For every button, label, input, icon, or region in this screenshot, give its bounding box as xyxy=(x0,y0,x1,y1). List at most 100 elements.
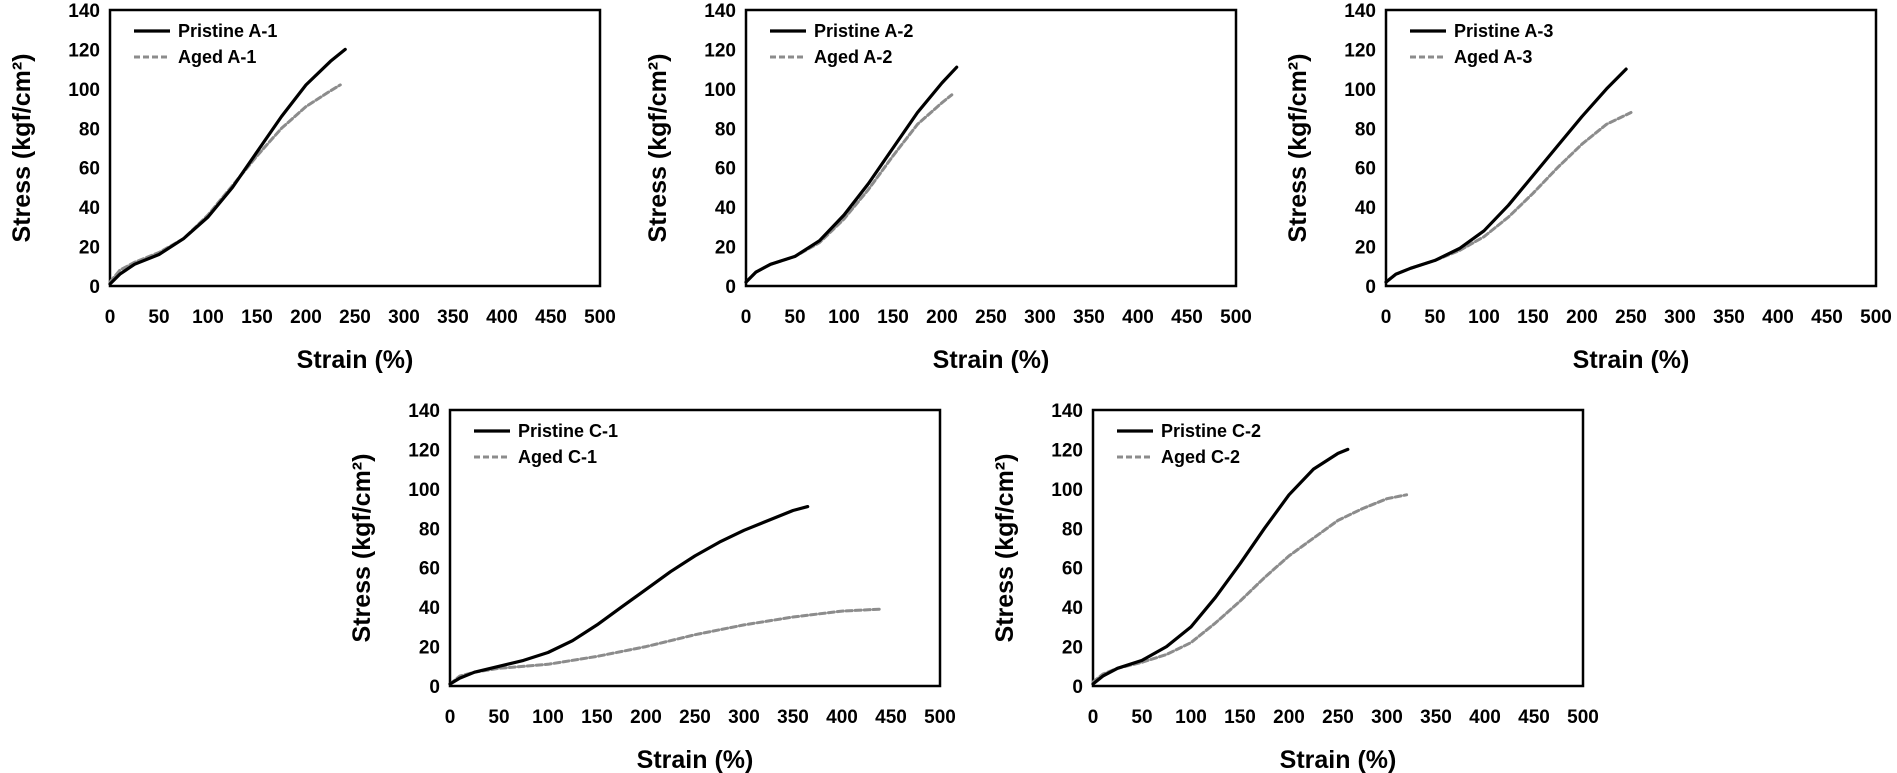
y-tick-label: 100 xyxy=(1051,480,1083,501)
series-line-pristine xyxy=(108,47,347,286)
y-tick-label: 20 xyxy=(419,638,440,659)
x-tick-label: 150 xyxy=(1224,707,1256,728)
y-tick-label: 40 xyxy=(1062,598,1083,619)
y-tick-label: 0 xyxy=(89,277,100,298)
x-tick-label: 50 xyxy=(148,307,169,328)
x-tick-label: 200 xyxy=(1566,307,1598,328)
x-tick-label: 250 xyxy=(679,707,711,728)
y-tick-label: 140 xyxy=(68,1,100,22)
x-tick-label: 500 xyxy=(924,707,956,728)
y-tick-label: 80 xyxy=(1355,119,1376,140)
y-tick-label: 80 xyxy=(715,119,736,140)
y-tick-label: 80 xyxy=(79,119,100,140)
x-tick-label: 450 xyxy=(1811,307,1843,328)
y-tick-label: 100 xyxy=(704,80,736,101)
x-axis-title: Strain (%) xyxy=(933,346,1050,374)
x-tick-label: 450 xyxy=(875,707,907,728)
x-tick-label: 400 xyxy=(1122,307,1154,328)
y-tick-label: 80 xyxy=(419,519,440,540)
x-tick-label: 350 xyxy=(1073,307,1105,328)
x-tick-label: 0 xyxy=(445,707,456,728)
y-axis-title: Stress (kgf/cm²) xyxy=(1284,54,1312,243)
series-line-aged xyxy=(108,83,342,284)
x-tick-label: 300 xyxy=(388,307,420,328)
x-tick-label: 500 xyxy=(1860,307,1892,328)
x-tick-label: 200 xyxy=(926,307,958,328)
y-tick-label: 20 xyxy=(1355,238,1376,259)
x-tick-label: 200 xyxy=(290,307,322,328)
y-tick-label: 60 xyxy=(715,159,736,180)
x-tick-label: 300 xyxy=(1371,707,1403,728)
x-axis-title: Strain (%) xyxy=(637,746,754,773)
x-tick-label: 350 xyxy=(437,307,469,328)
chart-panel-1: 0 20 40 60 80 100 120 140 0 50 100 150 200 250 300 350 4… xyxy=(8,1,616,374)
x-tick-label: 0 xyxy=(1088,707,1099,728)
x-tick-label: 450 xyxy=(1171,307,1203,328)
plot-frame xyxy=(448,408,942,688)
y-tick-label: 140 xyxy=(1051,401,1083,422)
y-tick-label: 20 xyxy=(715,238,736,259)
plot-frame xyxy=(744,8,1238,288)
legend-label: Aged C-2 xyxy=(1161,447,1240,467)
y-axis-title: Stress (kgf/cm²) xyxy=(991,454,1019,643)
chart-panel-4: 0 20 40 60 80 100 120 140 0 50 100 150 200 250 300 350 4… xyxy=(348,401,956,773)
x-tick-label: 450 xyxy=(1518,707,1550,728)
y-tick-label: 20 xyxy=(79,238,100,259)
y-tick-label: 0 xyxy=(429,677,440,698)
y-tick-label: 60 xyxy=(1355,159,1376,180)
y-tick-label: 0 xyxy=(1365,277,1376,298)
y-tick-label: 40 xyxy=(79,198,100,219)
x-axis-title: Strain (%) xyxy=(1280,746,1397,773)
x-tick-label: 500 xyxy=(1567,707,1599,728)
x-tick-label: 350 xyxy=(1420,707,1452,728)
y-axis-title: Stress (kgf/cm²) xyxy=(8,54,36,243)
y-tick-label: 120 xyxy=(68,40,100,61)
x-tick-label: 400 xyxy=(1469,707,1501,728)
series-line-pristine xyxy=(1384,67,1628,284)
chart-panel-2: 0 20 40 60 80 100 120 140 0 50 100 150 200 250 300 350 4… xyxy=(644,1,1252,374)
y-tick-label: 40 xyxy=(419,598,440,619)
x-tick-label: 0 xyxy=(741,307,752,328)
y-axis-title: Stress (kgf/cm²) xyxy=(644,54,672,243)
x-tick-label: 350 xyxy=(1713,307,1745,328)
x-tick-label: 200 xyxy=(1273,707,1305,728)
series-line-aged xyxy=(1091,493,1409,684)
legend-label: Pristine A-2 xyxy=(814,21,913,41)
x-tick-label: 250 xyxy=(1615,307,1647,328)
y-tick-label: 120 xyxy=(704,40,736,61)
y-tick-label: 140 xyxy=(704,1,736,22)
series-line-aged xyxy=(1384,111,1633,284)
x-tick-label: 100 xyxy=(532,707,564,728)
x-tick-label: 150 xyxy=(241,307,273,328)
x-axis-title: Strain (%) xyxy=(1573,346,1690,374)
x-tick-label: 350 xyxy=(777,707,809,728)
x-tick-label: 400 xyxy=(486,307,518,328)
x-tick-label: 100 xyxy=(1175,707,1207,728)
y-tick-label: 140 xyxy=(408,401,440,422)
x-tick-label: 150 xyxy=(877,307,909,328)
y-tick-label: 20 xyxy=(1062,638,1083,659)
series-line-aged xyxy=(448,607,883,686)
x-tick-label: 450 xyxy=(535,307,567,328)
x-tick-label: 50 xyxy=(488,707,509,728)
y-tick-label: 140 xyxy=(1344,1,1376,22)
plot-frame xyxy=(108,8,602,288)
series-line-pristine xyxy=(1091,447,1350,686)
x-tick-label: 200 xyxy=(630,707,662,728)
legend-label: Aged C-1 xyxy=(518,447,597,467)
y-tick-label: 120 xyxy=(408,440,440,461)
y-tick-label: 100 xyxy=(68,80,100,101)
series-line-pristine xyxy=(744,65,959,284)
x-tick-label: 500 xyxy=(1220,307,1252,328)
legend-label: Aged A-2 xyxy=(814,47,892,67)
y-tick-label: 100 xyxy=(1344,80,1376,101)
y-tick-label: 120 xyxy=(1344,40,1376,61)
x-tick-label: 100 xyxy=(828,307,860,328)
y-tick-label: 60 xyxy=(1062,559,1083,580)
y-tick-label: 0 xyxy=(725,277,736,298)
chart-panel-3: 0 20 40 60 80 100 120 140 0 50 100 150 200 250 300 350 4… xyxy=(1284,1,1892,374)
x-tick-label: 500 xyxy=(584,307,616,328)
x-tick-label: 400 xyxy=(1762,307,1794,328)
x-tick-label: 300 xyxy=(728,707,760,728)
x-tick-label: 100 xyxy=(1468,307,1500,328)
